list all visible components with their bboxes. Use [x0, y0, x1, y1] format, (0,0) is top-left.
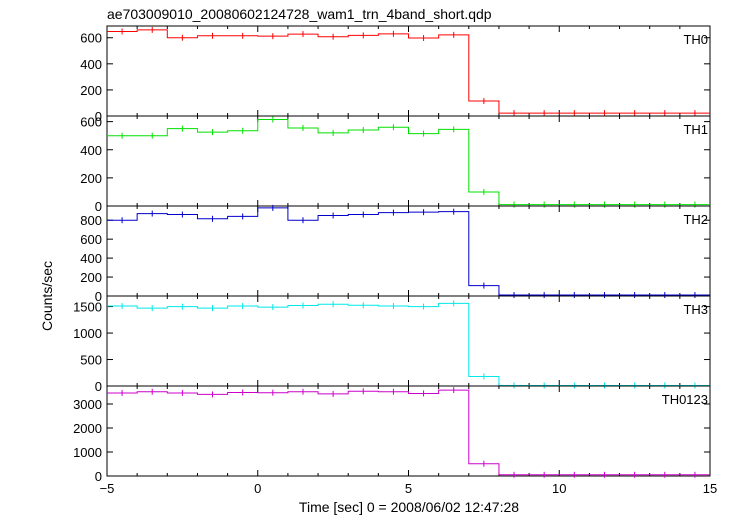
series-label-TH0: TH0: [683, 32, 708, 47]
panel-TH1: 0 200 400 600 TH1: [80, 115, 711, 214]
y-tick-label: 2000: [73, 421, 102, 436]
panel-TH0123: 0 1000 2000 3000 TH0123: [73, 385, 711, 484]
panel-TH3: 0 500 1000 1500 TH3: [73, 295, 711, 394]
x-tick-label: 15: [703, 481, 717, 496]
y-tick-label: 600: [80, 115, 102, 130]
y-tick-label: 200: [80, 83, 102, 98]
y-tick-label: 600: [80, 232, 102, 247]
x-tick-label: 10: [552, 481, 566, 496]
series-line-TH0: [107, 29, 710, 114]
y-axis-label: Counts/sec: [39, 261, 55, 331]
y-tick-label: 1500: [73, 300, 102, 315]
y-tick-label: 500: [80, 353, 102, 368]
panel-frame-TH0: [106, 25, 711, 117]
series-line-TH2: [107, 207, 710, 296]
y-tick-label: 0: [95, 379, 102, 394]
y-tick-label: 1000: [73, 445, 102, 460]
y-tick-label: 0: [95, 469, 102, 484]
y-tick-label: 1000: [73, 326, 102, 341]
series-label-TH1: TH1: [683, 122, 708, 137]
panel-TH2: 0 200 400 600 800 TH2: [80, 204, 711, 304]
y-tick-label: 0: [95, 109, 102, 124]
series-label-TH2: TH2: [683, 212, 708, 227]
x-tick-label: 5: [405, 481, 412, 496]
y-tick-label: 600: [80, 31, 102, 46]
y-tick-label: 0: [95, 289, 102, 304]
y-tick-label: 0: [95, 199, 102, 214]
series-line-TH0123: [107, 389, 710, 476]
panel-frame-TH0123: [106, 385, 711, 477]
x-tick-label: 0: [254, 481, 261, 496]
panel-frame-TH3: [106, 295, 711, 387]
series-label-TH3: TH3: [683, 302, 708, 317]
x-tick-label: −5: [100, 481, 115, 496]
panel-TH0: 0 200 400 600 TH0: [80, 25, 711, 124]
y-tick-label: 3000: [73, 397, 102, 412]
series-line-TH3: [107, 302, 710, 386]
chart-title: ae703009010_20080602124728_wam1_trn_4ban…: [107, 6, 492, 22]
y-tick-label: 400: [80, 251, 102, 266]
y-tick-label: 800: [80, 213, 102, 228]
series-line-TH1: [107, 119, 710, 206]
y-tick-label: 200: [80, 171, 102, 186]
panel-frame-TH2: [106, 205, 711, 297]
series-label-TH0123: TH0123: [662, 392, 708, 407]
y-tick-label: 400: [80, 57, 102, 72]
y-tick-label: 200: [80, 270, 102, 285]
x-axis-label: Time [sec] 0 = 2008/06/02 12:47:28: [299, 499, 519, 515]
y-tick-label: 400: [80, 143, 102, 158]
panels: 0 200 400 600 TH0 0 200 400 600 TH1 0 200 400 600 800 T…: [73, 25, 717, 496]
